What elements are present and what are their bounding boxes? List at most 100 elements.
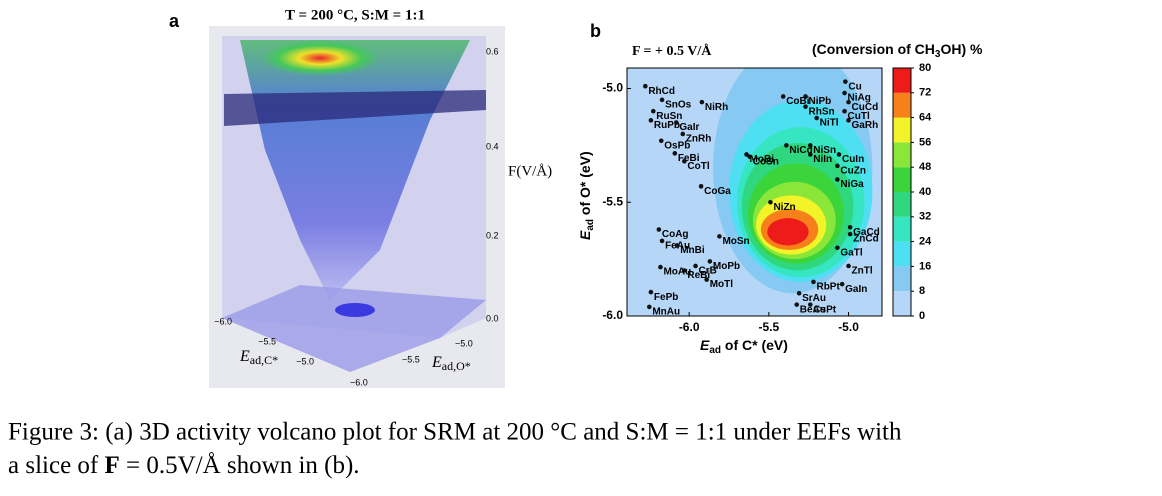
label-main: E [577, 230, 593, 240]
point-label: CsPt [813, 304, 836, 315]
point-label: RuPb [654, 120, 680, 131]
point [784, 143, 789, 148]
colorbar-tick-label: 16 [919, 260, 931, 272]
point-label: MoSn [722, 236, 749, 247]
point-label: CoAg [662, 229, 689, 240]
point-label: CoGa [704, 186, 731, 197]
point-label: FePb [654, 292, 678, 303]
colorbar-cell [893, 241, 911, 267]
point [648, 289, 654, 295]
z-tick-label: 0.6 [486, 46, 499, 56]
contour-region [767, 218, 809, 246]
point-label: CoBi [786, 96, 810, 107]
point [842, 90, 847, 96]
point [707, 259, 713, 264]
point [807, 302, 813, 307]
point-label: GaCd [853, 227, 880, 238]
c-tick-label: −6.0 [214, 316, 232, 326]
point-label: GaRh [852, 120, 879, 131]
point [659, 97, 665, 103]
c-tick-label: −5.5 [258, 336, 276, 346]
point-label: GaTl [840, 247, 862, 258]
caption-line: a slice of F = 0.5V/Å shown in (b). [8, 452, 360, 479]
colorbar-cell [893, 192, 911, 217]
point [768, 199, 773, 205]
z-tick-label: 0.0 [486, 313, 499, 323]
label-sub: ad [585, 219, 596, 231]
point [835, 177, 840, 182]
point-label: BeAu [800, 304, 826, 315]
colorbar-tick-label: 48 [919, 161, 931, 173]
point [680, 131, 686, 137]
point-label: Cu [848, 81, 861, 92]
plot-frame [626, 67, 883, 317]
z-tick-label: 0.4 [486, 141, 499, 151]
point [744, 152, 749, 157]
point-label: RbPt [816, 282, 840, 293]
label-main: E [700, 337, 710, 353]
z-tick-label: 0.2 [486, 230, 499, 240]
point [672, 151, 678, 156]
colorbar-cell [893, 68, 911, 93]
colorbar-tick-label: 0 [919, 310, 925, 322]
point [682, 268, 687, 273]
point [650, 108, 656, 114]
point-label: MnBi [680, 245, 705, 256]
point [699, 99, 705, 105]
c-axis-label: Ead,C* [239, 348, 278, 367]
c-tick-label: −5.0 [296, 356, 314, 366]
colorbar-label: (Conversion of CH3OH) % [812, 41, 983, 60]
point [717, 234, 722, 239]
colorbar-tick-label: 24 [919, 236, 932, 248]
point [847, 224, 853, 230]
point-label: NiIn [813, 154, 832, 165]
x-tick-label: -5.5 [759, 320, 780, 334]
point [747, 154, 753, 160]
point-label: SnOs [665, 99, 692, 110]
colorbar-tick-label: 32 [919, 211, 931, 223]
point [682, 158, 687, 164]
colorbar-cell [893, 142, 911, 168]
caption-bold: F [104, 452, 119, 479]
point [846, 99, 851, 105]
colorbar-cell [893, 266, 911, 292]
point-label: CuIn [842, 154, 864, 165]
panel-letter: a [169, 11, 180, 31]
point-label: MnAu [652, 307, 680, 318]
point-label: MoPb [713, 261, 740, 272]
colorbar-cell [893, 167, 911, 192]
point-label: NiPb [809, 96, 832, 107]
y-axis-label: Ead of O* (eV) [577, 151, 596, 240]
point-label: GaIr [679, 122, 699, 133]
floor-projection [335, 303, 375, 317]
caption: Figure 3: (a) 3D activity volcano plot f… [8, 419, 902, 479]
point [796, 290, 802, 296]
point [780, 94, 786, 99]
point [658, 138, 664, 144]
label-sub: ad,O* [442, 359, 471, 373]
caption-line: Figure 3: (a) 3D activity volcano plot f… [8, 419, 902, 446]
point-label: NiSn [813, 145, 836, 156]
point [846, 263, 851, 269]
panel-a: a T = 200 °C, S:M = 1:1 F(V/Å) Ead,C* Ea… [169, 7, 552, 388]
label-post: OH) % [940, 41, 983, 57]
label-sub: 3 [935, 49, 941, 60]
slice-plane [224, 90, 486, 126]
point-label: ReBi [687, 270, 710, 281]
caption-text: = 0.5V/Å shown in (b). [120, 452, 360, 479]
point [811, 279, 816, 285]
o-axis-label: Ead,O* [431, 354, 471, 373]
colorbar-tick-label: 80 [919, 62, 931, 74]
x-tick-label: -5.0 [838, 320, 859, 334]
point-label: MoAu [663, 267, 691, 278]
point-label: RhCd [648, 86, 675, 97]
point-label: NiAg [848, 93, 871, 104]
colorbar-tick-label: 56 [919, 136, 931, 148]
point [698, 184, 704, 189]
colorbar-cell [893, 216, 911, 242]
label-sub: ad,C* [250, 353, 278, 367]
colorbar-tick-label: 64 [919, 112, 932, 124]
colorbar-tick-label: 8 [919, 285, 925, 297]
point [656, 227, 662, 232]
label-post: of C* (eV) [721, 337, 788, 353]
